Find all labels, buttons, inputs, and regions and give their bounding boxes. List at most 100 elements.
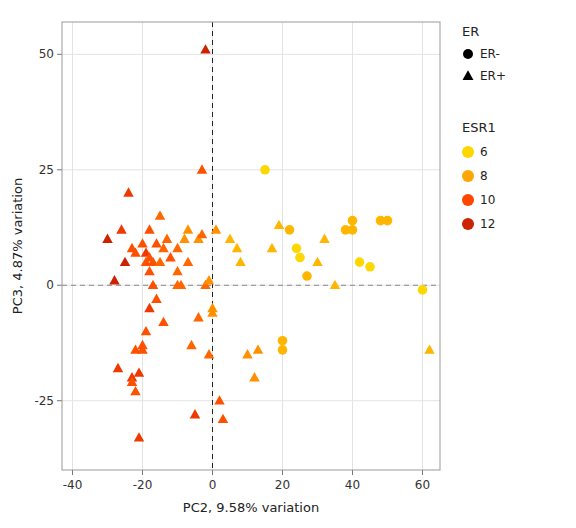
legend-label: ER+: [480, 69, 506, 83]
point: [204, 349, 214, 358]
point: [141, 326, 151, 335]
grid-line: [62, 169, 440, 170]
legend-swatch: [462, 194, 474, 206]
tick-label: 60: [415, 478, 430, 492]
point: [134, 432, 144, 441]
point: [130, 386, 140, 395]
point: [355, 257, 365, 267]
point: [278, 345, 288, 355]
point: [116, 224, 126, 233]
point: [130, 247, 140, 256]
point: [158, 317, 168, 326]
point: [179, 234, 189, 243]
legend-label: 10: [480, 193, 495, 207]
tick-mark: [57, 285, 62, 286]
point: [183, 224, 193, 233]
point: [383, 216, 393, 226]
grid-line: [212, 22, 213, 470]
legend-title: ER: [462, 24, 479, 39]
grid: [62, 22, 440, 470]
point: [207, 303, 217, 312]
tick-label: 50: [39, 47, 54, 61]
grid-line: [62, 400, 440, 401]
point: [365, 262, 375, 272]
point: [232, 243, 242, 252]
tick-mark: [57, 400, 62, 401]
point: [200, 44, 210, 53]
point: [120, 257, 130, 266]
tick-label: -40: [63, 478, 83, 492]
legend-swatch: [463, 70, 474, 80]
point: [144, 224, 154, 233]
point: [137, 340, 147, 349]
y-axis-label: PC3, 4.87% variation: [10, 178, 25, 314]
legend-label: 12: [480, 217, 495, 231]
point: [148, 280, 158, 289]
point: [312, 257, 322, 266]
series: [260, 165, 427, 355]
point: [151, 238, 161, 247]
tick-mark: [212, 470, 213, 475]
legend-swatch: [462, 218, 474, 230]
point: [162, 234, 172, 243]
point: [158, 243, 168, 252]
point: [295, 253, 305, 263]
tick-label: 0: [46, 278, 54, 292]
legend-label: 8: [480, 169, 488, 183]
point: [242, 349, 252, 358]
tick-mark: [57, 54, 62, 55]
point: [186, 340, 196, 349]
plot-area: [62, 22, 440, 470]
x-axis-label: PC2, 9.58% variation: [183, 500, 319, 515]
point: [155, 210, 165, 219]
point: [278, 336, 288, 346]
grid-line: [72, 22, 73, 470]
point: [109, 275, 119, 284]
point: [183, 257, 193, 266]
point: [348, 225, 358, 235]
point: [102, 234, 112, 243]
grid-line: [62, 285, 440, 286]
grid-line: [62, 54, 440, 55]
point: [253, 344, 263, 353]
point: [155, 257, 165, 266]
point: [144, 303, 154, 312]
point: [330, 280, 340, 289]
point: [204, 275, 214, 284]
point: [214, 395, 224, 404]
tick-label: 25: [39, 163, 54, 177]
plot-frame: [62, 22, 440, 470]
point: [292, 244, 302, 254]
point: [348, 216, 358, 226]
tick-mark: [422, 470, 423, 475]
point: [424, 344, 434, 353]
plot-marks: [62, 22, 440, 470]
point: [235, 257, 245, 266]
tick-mark: [57, 169, 62, 170]
point: [225, 234, 235, 243]
point: [144, 266, 154, 275]
point: [151, 294, 161, 303]
point: [302, 271, 312, 281]
reference-line: [212, 22, 213, 470]
point: [190, 409, 200, 418]
tick-label: 40: [345, 478, 360, 492]
tick-mark: [72, 470, 73, 475]
point: [285, 225, 295, 235]
point: [274, 220, 284, 229]
point: [134, 367, 144, 376]
point: [127, 377, 137, 386]
series: [102, 44, 434, 441]
point: [218, 414, 228, 423]
tick-label: -25: [34, 394, 54, 408]
point: [418, 285, 428, 295]
legend: ERER-ER+ESR1681012: [462, 24, 506, 231]
reference-line: [62, 285, 440, 286]
tick-label: -20: [133, 478, 153, 492]
point: [123, 187, 133, 196]
point: [113, 363, 123, 372]
legend-title: ESR1: [462, 120, 496, 135]
tick-mark: [142, 470, 143, 475]
grid-line: [282, 22, 283, 470]
grid-line: [422, 22, 423, 470]
